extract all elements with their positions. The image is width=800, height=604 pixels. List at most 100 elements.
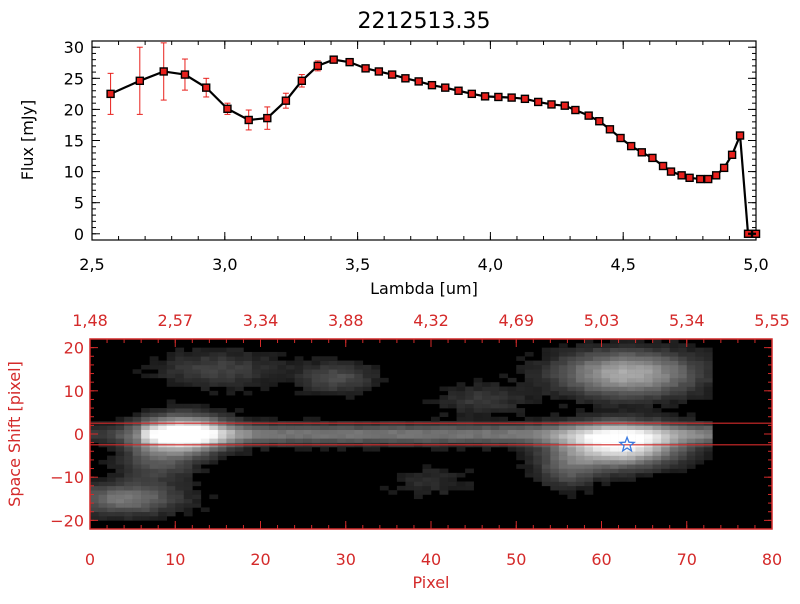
image-pixel — [661, 369, 671, 374]
image-pixel — [575, 412, 585, 418]
image-pixel — [584, 399, 594, 405]
image-pixel — [217, 360, 227, 366]
image-pixel — [158, 494, 168, 500]
image-pixel — [90, 434, 99, 439]
spectrum-x-label: Lambda [um] — [370, 279, 478, 298]
image-pixel — [465, 386, 474, 392]
image-pixel — [124, 468, 133, 474]
image-pixel — [328, 369, 338, 374]
image-pixel — [234, 356, 244, 361]
image-pixel — [192, 438, 202, 443]
image-pixel — [601, 434, 611, 439]
image-pixel — [328, 434, 338, 439]
image-pixel — [516, 408, 526, 413]
image-pixel — [695, 390, 705, 396]
image-pixel — [703, 364, 713, 370]
image-pixel — [567, 347, 577, 353]
image-pixel — [575, 429, 585, 435]
image-pixel — [550, 412, 560, 418]
image-pixel — [149, 373, 159, 379]
image-pixel — [149, 455, 159, 461]
image-pixel — [618, 408, 628, 413]
image-pixel — [124, 490, 133, 495]
image-pixel — [209, 408, 219, 413]
image-pixel — [669, 403, 679, 409]
image-pixel — [149, 498, 159, 504]
image-pixel — [635, 399, 645, 405]
image-pixel — [635, 339, 645, 344]
image-pixel — [439, 412, 449, 418]
image-pixel — [448, 399, 457, 405]
image-pixel — [456, 403, 466, 409]
star-icon — [618, 435, 636, 453]
image-pixel — [550, 464, 560, 469]
image-pixel — [149, 477, 159, 482]
image-pixel — [669, 377, 679, 383]
image-pixel — [175, 451, 185, 456]
image-pixel — [439, 425, 449, 430]
y-tick-label: 0 — [74, 225, 84, 244]
image-pixel — [107, 455, 116, 461]
image-pixel — [465, 438, 474, 443]
image-pixel — [431, 425, 440, 430]
data-point — [696, 174, 705, 184]
image-pixel — [652, 369, 662, 374]
image-pixel — [601, 347, 611, 353]
image-pixel — [627, 377, 636, 383]
image-pixel — [431, 434, 440, 439]
image-pixel — [686, 377, 696, 383]
image-pixel — [132, 490, 142, 495]
image-pixel — [354, 377, 364, 383]
image-pixel — [132, 412, 142, 418]
image-pixel — [115, 451, 125, 456]
image-pixel — [251, 369, 261, 374]
image-pixel — [234, 416, 244, 422]
image-pixel — [678, 360, 688, 366]
image-pixel — [269, 429, 278, 435]
image-pixel — [465, 412, 474, 418]
image-pixel — [584, 369, 594, 374]
image-pixel — [592, 373, 602, 379]
image-pixel — [175, 459, 185, 465]
image-pixel — [234, 351, 244, 357]
image-pixel — [337, 382, 347, 387]
image-pixel — [183, 455, 193, 461]
image-pixel — [465, 485, 474, 491]
y-tick-label: 30 — [64, 38, 84, 57]
image-pixel — [413, 472, 423, 478]
image-pixel — [269, 351, 278, 357]
image-pixel — [635, 455, 645, 461]
image-pixel — [200, 429, 210, 435]
image-pixel — [550, 364, 560, 370]
image-pixel — [158, 425, 168, 430]
image-pixel — [550, 438, 560, 443]
image-pixel — [226, 438, 236, 443]
image-pixel — [592, 369, 602, 374]
image-pixel — [183, 464, 193, 469]
image-pixel — [610, 434, 619, 439]
image-pixel — [695, 459, 705, 465]
image-pixel — [115, 503, 125, 508]
image-pixel — [627, 369, 636, 374]
image-pixel — [678, 390, 688, 396]
image-pixel — [243, 356, 253, 361]
image-pixel — [473, 434, 483, 439]
image-pixel — [175, 364, 185, 370]
image-pixel — [243, 429, 253, 435]
image-pixel — [567, 477, 577, 482]
data-point — [666, 167, 676, 176]
image-pixel — [354, 386, 364, 392]
image-pixel — [422, 477, 432, 482]
image-pixel — [541, 373, 551, 379]
image-pixel — [388, 434, 398, 439]
image-pixel — [311, 382, 321, 387]
image-pixel — [644, 399, 653, 405]
image-pixel — [200, 412, 210, 418]
image-pixel — [337, 438, 347, 443]
image-pixel — [260, 373, 270, 379]
data-point — [547, 100, 556, 109]
image-pixel — [567, 472, 577, 478]
image-pixel — [567, 377, 577, 383]
image-pixel — [592, 395, 602, 400]
image-pixel — [558, 382, 568, 387]
